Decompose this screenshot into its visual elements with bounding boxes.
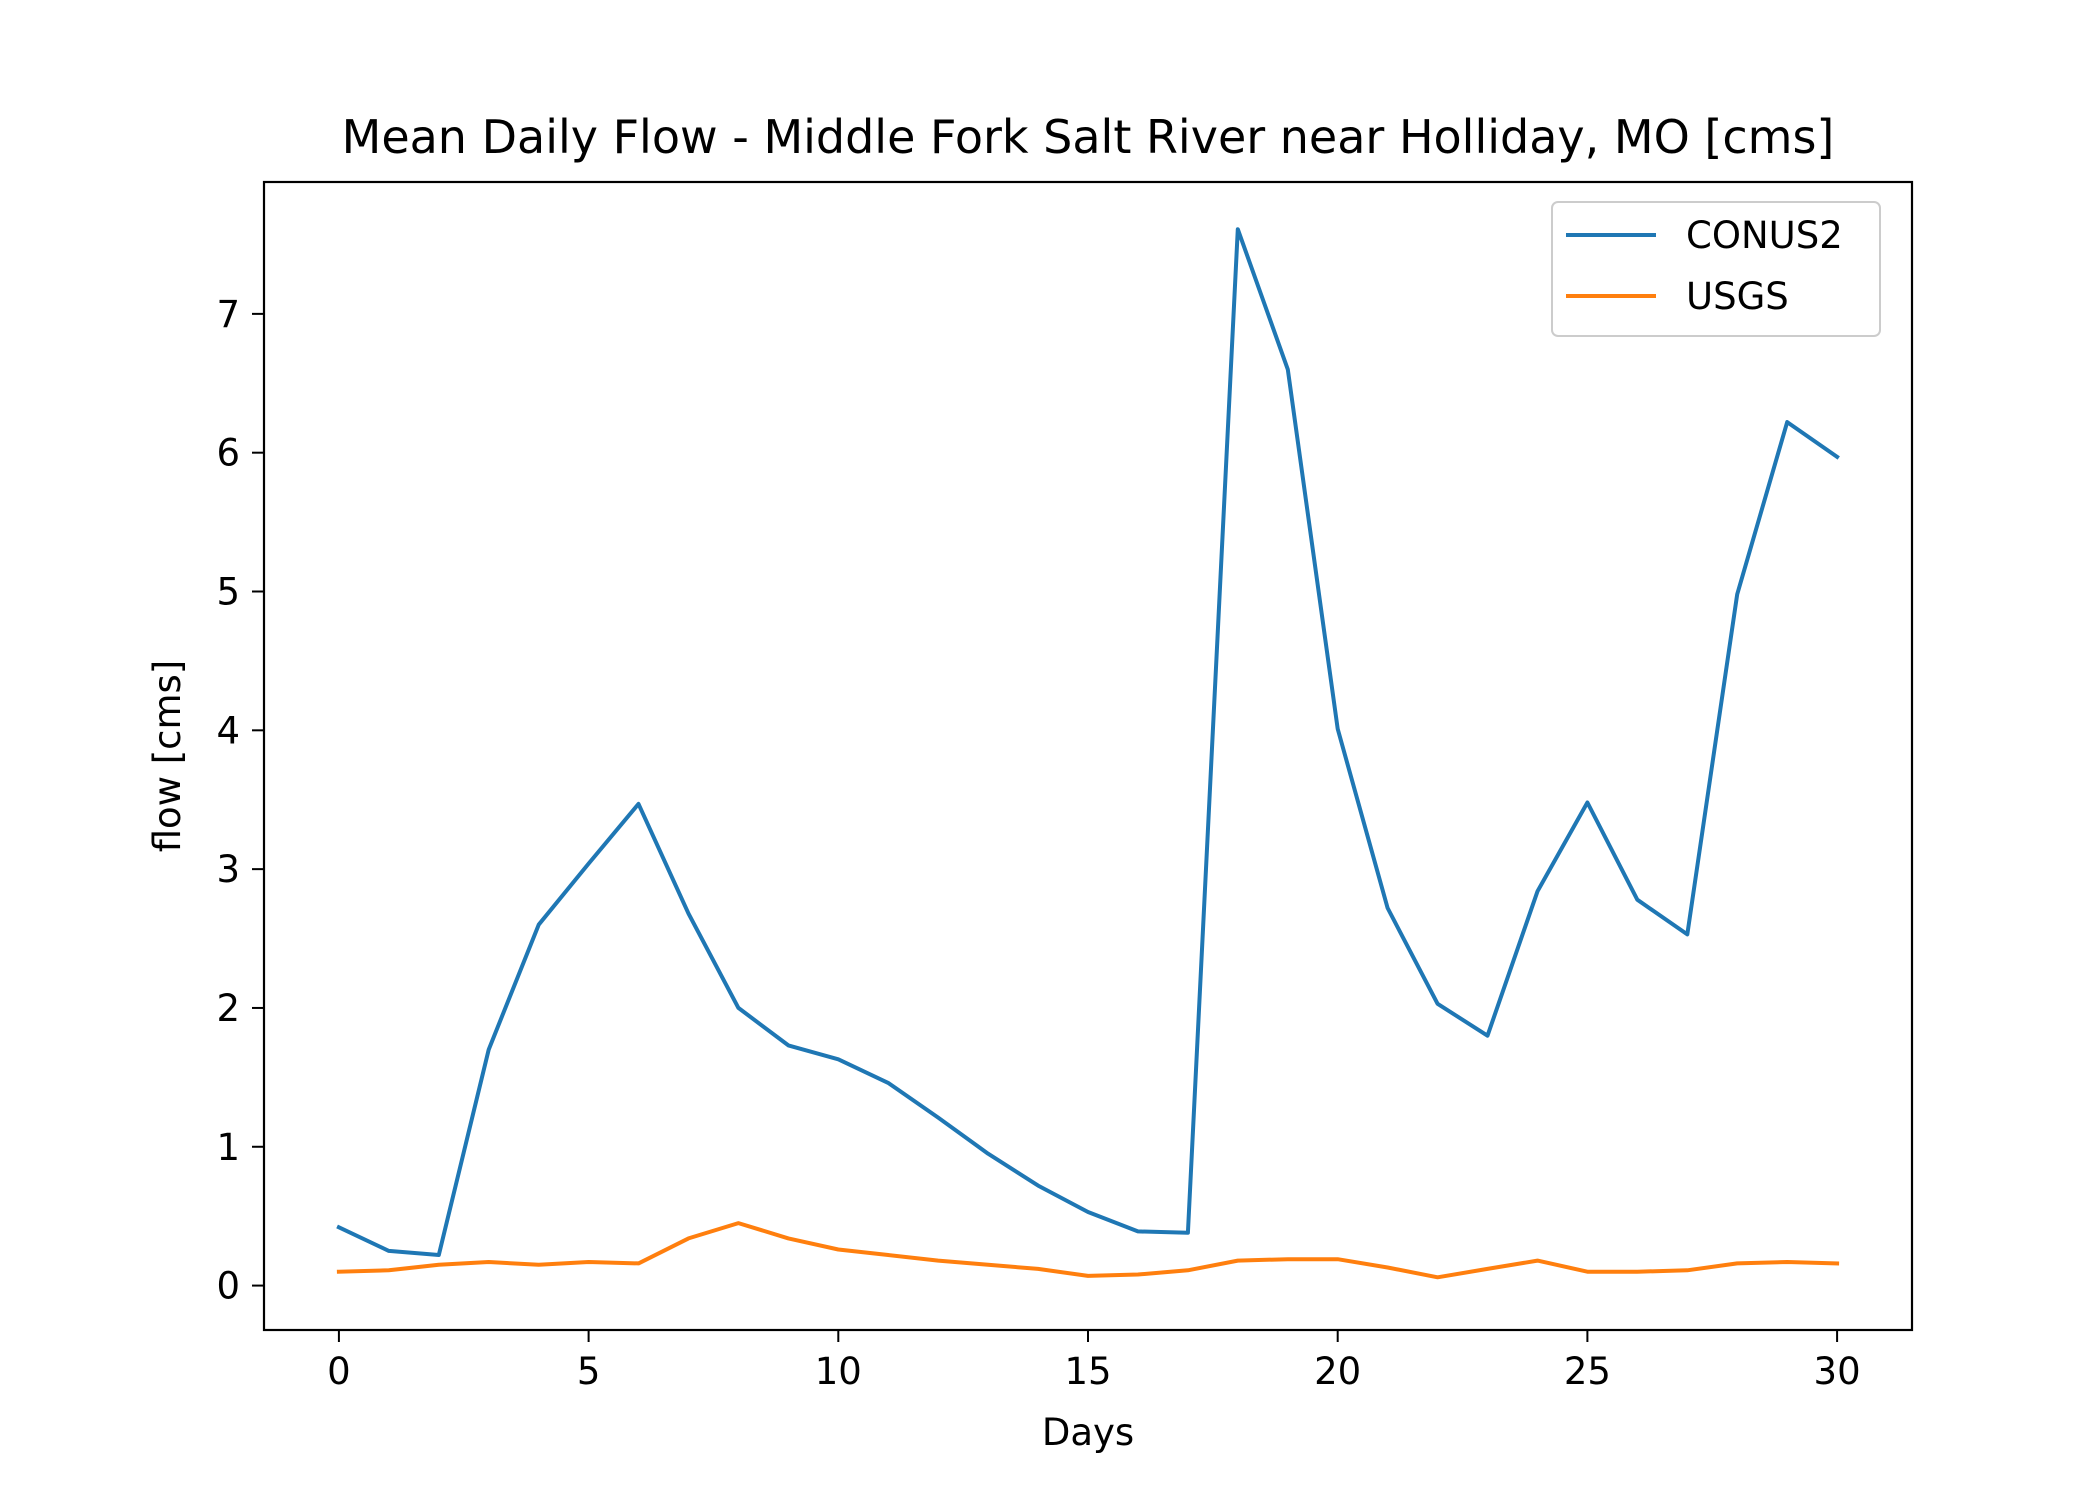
series-line-conus2 xyxy=(336,227,1840,1257)
y-tick-label: 6 xyxy=(216,432,240,475)
y-tick-label: 0 xyxy=(216,1265,240,1308)
y-tick-label: 2 xyxy=(216,987,240,1030)
y-axis: 0 1 2 3 4 5 6 7 xyxy=(216,293,264,1308)
chart-title: Mean Daily Flow - Middle Fork Salt River… xyxy=(342,110,1835,164)
plot-background xyxy=(264,182,1912,1330)
series-line-usgs xyxy=(336,1221,1840,1280)
x-tick-label: 5 xyxy=(577,1350,601,1393)
y-tick-label: 1 xyxy=(216,1126,240,1169)
y-tick-label: 7 xyxy=(216,293,240,336)
x-tick-label: 25 xyxy=(1564,1350,1611,1393)
x-tick-label: 0 xyxy=(327,1350,351,1393)
y-tick-label: 5 xyxy=(216,571,240,614)
x-axis: 0 5 10 15 20 25 30 xyxy=(327,1330,1861,1393)
x-tick-label: 10 xyxy=(815,1350,862,1393)
legend-label-conus2: CONUS2 xyxy=(1686,214,1843,257)
y-tick-label: 4 xyxy=(216,709,240,752)
y-tick-label: 3 xyxy=(216,848,240,891)
series-layer xyxy=(336,227,1840,1280)
x-tick-label: 15 xyxy=(1064,1350,1111,1393)
legend-label-usgs: USGS xyxy=(1686,275,1789,318)
x-axis-label: Days xyxy=(1042,1411,1134,1454)
x-tick-label: 20 xyxy=(1314,1350,1361,1393)
x-tick-label: 30 xyxy=(1814,1350,1861,1393)
legend: CONUS2 USGS xyxy=(1551,201,1881,337)
y-axis-label: flow [cms] xyxy=(146,660,189,853)
